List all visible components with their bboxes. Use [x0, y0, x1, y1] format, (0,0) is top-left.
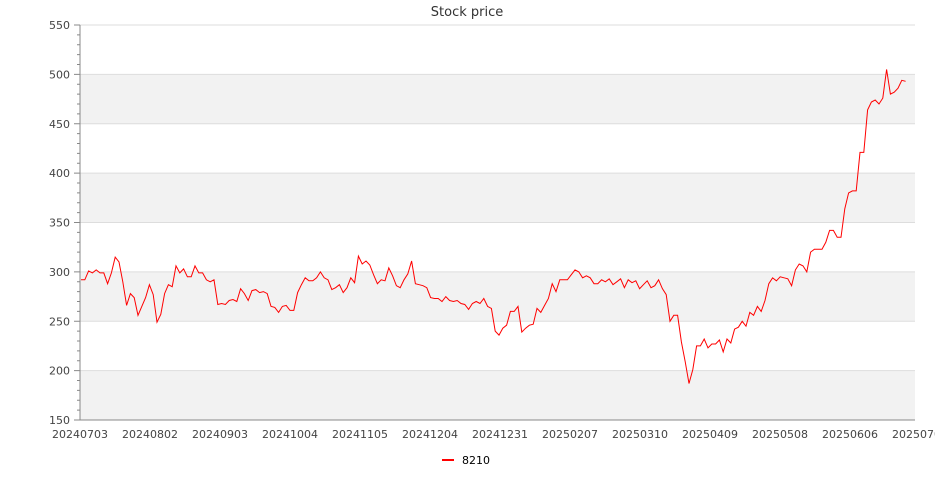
background-band [80, 173, 915, 223]
background-band [80, 321, 915, 371]
background-band [80, 74, 915, 124]
y-tick-label: 300 [49, 266, 70, 279]
background-bands [80, 25, 915, 420]
x-axis: 20240703 20240802 20240903 20241004 20241105… [52, 419, 935, 441]
x-tick-label: 20250707 [892, 428, 935, 441]
background-band [80, 370, 915, 420]
y-tick-label: 150 [49, 414, 70, 427]
gridlines [80, 24, 915, 372]
x-tick-label: 20241105 [332, 428, 388, 441]
x-tick-label: 20241231 [472, 428, 528, 441]
x-tick-label: 20250310 [612, 428, 668, 441]
background-band [80, 271, 915, 322]
legend-box [437, 450, 495, 468]
y-tick-label: 500 [49, 68, 70, 81]
x-tick-label: 20250606 [822, 428, 878, 441]
y-axis: 150 200 250 300 350 400 450 500 550 [49, 19, 81, 427]
background-band [80, 222, 915, 272]
x-tick-label: 20250409 [682, 428, 738, 441]
background-band [80, 25, 915, 75]
x-tick-label: 20250207 [542, 428, 598, 441]
x-tick-label: 20240802 [122, 428, 178, 441]
y-tick-label: 350 [49, 217, 70, 230]
x-tick-label: 20241204 [402, 428, 458, 441]
series-line-8210 [81, 69, 906, 384]
chart-title: Stock price [431, 5, 503, 20]
series-layer [80, 69, 906, 384]
y-tick-label: 550 [49, 19, 70, 32]
x-tick-label: 20240703 [52, 428, 108, 441]
y-tick-label: 200 [49, 365, 70, 378]
background-band [80, 123, 915, 174]
legend: 8210 [437, 450, 495, 468]
x-tick-label: 20241004 [262, 428, 318, 441]
legend-label: 8210 [462, 454, 490, 467]
y-tick-label: 400 [49, 167, 70, 180]
y-tick-label: 250 [49, 315, 70, 328]
x-tick-label: 20250508 [752, 428, 808, 441]
y-tick-label: 450 [49, 118, 70, 131]
x-tick-label: 20240903 [192, 428, 248, 441]
